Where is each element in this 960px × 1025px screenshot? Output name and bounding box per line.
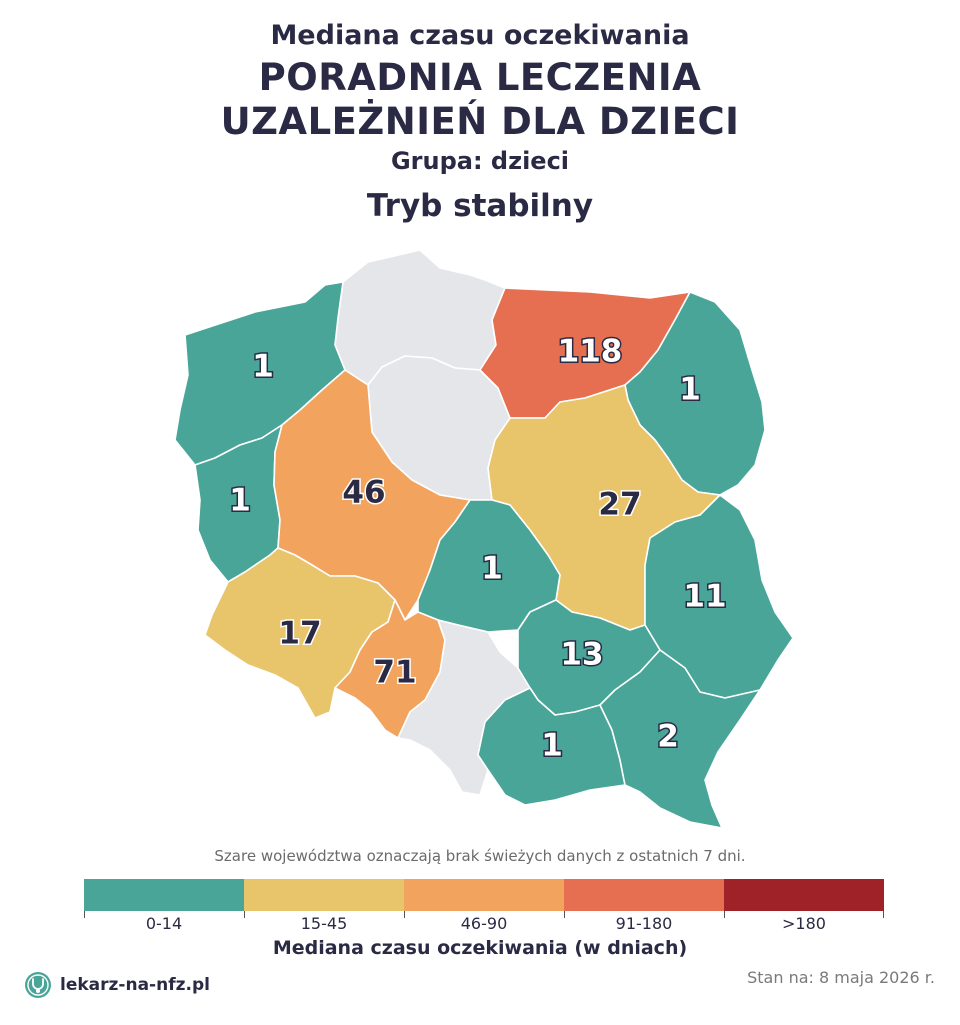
page-title-line-2: UZALEŻNIEŃ DLA DZIECI xyxy=(220,100,740,143)
region-lodzkie[interactable] xyxy=(417,499,561,633)
data-date: Stan na: 8 maja 2026 r. xyxy=(747,968,935,987)
value-wielkopolskie: 46 xyxy=(342,475,385,511)
value-lubelskie: 11 xyxy=(683,579,726,615)
legend-swatch-91-180 xyxy=(564,879,724,911)
page-title-line-1: PORADNIA LECZENIA xyxy=(258,56,702,99)
color-legend xyxy=(84,879,884,911)
legend-label: 15-45 xyxy=(300,914,348,933)
value-mazowieckie: 27 xyxy=(598,487,641,523)
value-lubuskie: 1 xyxy=(229,483,251,519)
value-malopolskie: 1 xyxy=(541,728,563,764)
supertitle: Mediana czasu oczekiwania xyxy=(270,20,690,51)
brand[interactable]: lekarz-na-nfz.pl xyxy=(24,971,210,999)
value-zachodniopomorskie: 1 xyxy=(252,349,274,385)
value-podlaskie: 1 xyxy=(679,372,701,408)
legend-swatch-0-14 xyxy=(84,879,244,911)
legend-label: 91-180 xyxy=(615,914,673,933)
brand-name: lekarz-na-nfz.pl xyxy=(60,975,210,995)
stethoscope-logo-icon xyxy=(25,972,51,998)
legend-swatch-15-45 xyxy=(244,879,404,911)
legend-swatch-46-90 xyxy=(404,879,564,911)
legend-label: 46-90 xyxy=(460,914,508,933)
legend-title: Mediana czasu oczekiwania (w dniach) xyxy=(272,937,688,959)
legend-label: 0-14 xyxy=(145,914,183,933)
value-dolnoslaskie: 17 xyxy=(278,616,321,652)
poland-map: 1 118 1 1 46 27 1 11 17 71 13 1 2 xyxy=(174,249,794,829)
no-data-note: Szare województwa oznaczają brak świeżyc… xyxy=(214,847,746,865)
value-podkarpackie: 2 xyxy=(657,719,679,755)
legend-ticks xyxy=(84,911,884,919)
mode-subtitle: Tryb stabilny xyxy=(366,188,594,224)
region-podkarpackie[interactable] xyxy=(599,649,761,829)
region-malopolskie[interactable] xyxy=(477,687,626,806)
value-opolskie: 71 xyxy=(373,655,416,691)
value-lodzkie: 1 xyxy=(481,551,503,587)
group-subtitle: Grupa: dzieci xyxy=(390,147,570,175)
value-swietokrzyskie: 13 xyxy=(560,637,603,673)
region-slaskie[interactable] xyxy=(397,619,531,796)
legend-label: >180 xyxy=(782,914,826,933)
value-warminsko-mazurskie: 118 xyxy=(558,334,623,370)
legend-swatch-over-180 xyxy=(724,879,884,911)
